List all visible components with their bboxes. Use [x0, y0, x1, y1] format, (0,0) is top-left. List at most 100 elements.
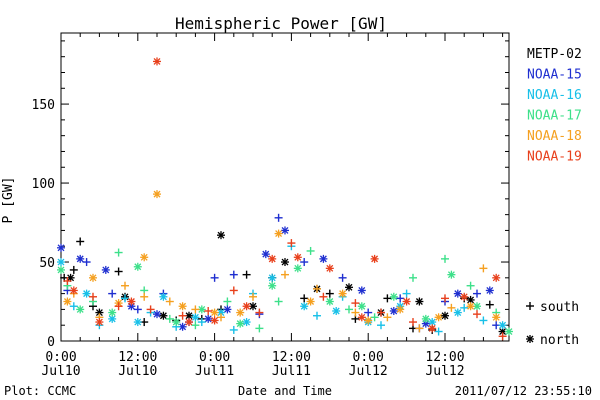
point-south-noaa-16	[197, 318, 206, 327]
star-d2	[454, 309, 462, 317]
star-d2	[307, 298, 315, 305]
point-south-noaa-17	[255, 324, 264, 333]
point-south-noaa-19	[319, 292, 328, 301]
point-north-noaa-17	[57, 265, 65, 274]
x-tick-date: Jul12	[349, 364, 388, 379]
point-north-noaa-15	[57, 243, 65, 252]
star-d2	[57, 258, 65, 266]
point-north-noaa-17	[76, 305, 85, 314]
point-south-noaa-16	[69, 302, 78, 311]
star-d2	[390, 293, 398, 301]
marker-key: south north	[526, 300, 579, 348]
point-south-noaa-18	[121, 281, 129, 290]
point-north-noaa-19	[185, 318, 193, 327]
point-north-noaa-17	[293, 264, 302, 273]
point-north-noaa-15	[153, 310, 161, 319]
point-north-noaa-17	[268, 281, 277, 290]
point-north-noaa-18	[434, 313, 443, 322]
marker-key-south	[526, 302, 534, 310]
point-north-noaa-15	[261, 250, 270, 259]
point-north-metp-02	[217, 231, 225, 240]
star-d2	[447, 271, 455, 279]
point-north-metp-02	[441, 311, 449, 320]
star-d2	[268, 255, 276, 263]
star-d2	[345, 283, 353, 291]
point-south-noaa-19	[498, 332, 507, 341]
star-d2	[526, 335, 534, 343]
point-south-metp-02	[76, 237, 85, 246]
star-d2	[89, 274, 97, 282]
point-north-noaa-17	[172, 318, 181, 327]
star-d2	[179, 323, 187, 331]
star-d2	[358, 302, 366, 310]
point-south-noaa-18	[447, 303, 456, 312]
x-tick-time: 12:00	[272, 350, 311, 365]
point-south-metp-02	[383, 294, 392, 303]
point-north-noaa-19	[402, 297, 411, 306]
point-south-noaa-18	[281, 270, 289, 279]
star-d2	[76, 305, 84, 313]
point-south-noaa-19	[287, 239, 296, 248]
point-north-noaa-16	[300, 302, 309, 311]
star-d2	[211, 317, 219, 324]
star-d2	[108, 309, 116, 317]
star-d2	[67, 274, 75, 282]
point-south-noaa-18	[479, 264, 488, 273]
star-d2	[134, 318, 142, 326]
y-tick-label: 0	[47, 335, 55, 350]
point-north-noaa-15	[101, 265, 110, 274]
point-north-noaa-16	[242, 318, 251, 327]
point-north-metp-02	[95, 308, 104, 317]
point-south-noaa-18	[351, 308, 360, 317]
star-d2	[428, 318, 436, 326]
point-north-noaa-19	[127, 297, 136, 306]
star-d2	[454, 290, 462, 298]
point-north-noaa-18	[89, 273, 97, 282]
star-d2	[396, 305, 404, 313]
star-d2	[95, 318, 103, 326]
point-south-noaa-17	[345, 305, 353, 314]
star-d2	[499, 321, 507, 329]
point-south-noaa-19	[89, 292, 97, 301]
legend-item: METP-02	[527, 47, 582, 62]
point-south-noaa-15	[108, 289, 117, 298]
point-south-metp-02	[325, 289, 334, 298]
point-south-noaa-19	[255, 308, 264, 317]
star-d2	[95, 309, 103, 317]
point-north-noaa-17	[325, 297, 334, 306]
point-north-noaa-17	[473, 302, 481, 311]
star-d2	[467, 302, 475, 310]
point-north-noaa-18	[306, 297, 315, 306]
point-south-noaa-19	[351, 299, 360, 308]
point-south-noaa-17	[165, 314, 174, 323]
star-d2	[83, 290, 91, 298]
marker-key-north-label: north	[540, 333, 579, 348]
point-north-noaa-19	[428, 324, 437, 333]
point-north-noaa-19	[268, 254, 277, 263]
point-south-noaa-16	[434, 327, 443, 336]
star-d2	[153, 310, 161, 318]
point-north-noaa-18	[396, 305, 405, 314]
x-tick-date: Jul10	[118, 364, 157, 379]
star-d2	[390, 307, 398, 315]
star-d2	[127, 298, 135, 305]
star-d2	[358, 286, 366, 294]
star-d2	[281, 258, 289, 266]
x-tick-date: Jul11	[195, 364, 234, 379]
point-north-noaa-18	[140, 253, 149, 262]
y-tick-label: 50	[39, 256, 55, 271]
star-d2	[134, 263, 142, 271]
point-north-noaa-19	[242, 302, 251, 311]
point-north-noaa-16	[159, 292, 168, 301]
point-north-noaa-19	[370, 254, 379, 263]
x-tick-date: Jul11	[272, 364, 311, 379]
star-d2	[102, 266, 110, 274]
point-north-noaa-17	[389, 292, 398, 301]
point-north-noaa-15	[204, 314, 213, 323]
star-d2	[243, 318, 251, 326]
point-south-noaa-17	[223, 297, 232, 306]
point-south-noaa-18	[165, 297, 174, 306]
point-north-noaa-16	[498, 321, 507, 330]
point-north-noaa-17	[108, 308, 117, 317]
x-tick-time: 0:00	[199, 350, 230, 365]
